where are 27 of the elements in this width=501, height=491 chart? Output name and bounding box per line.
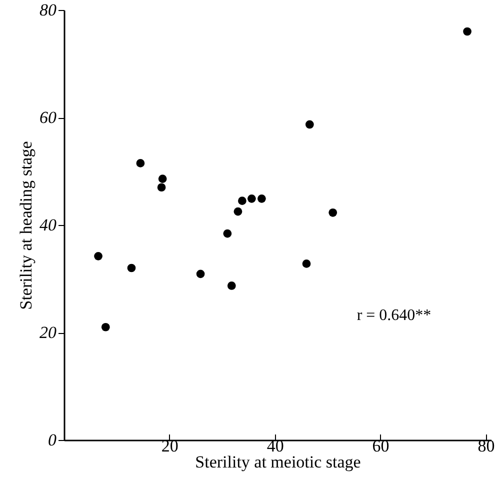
point <box>157 183 166 192</box>
x-tick-label: 40 <box>266 436 284 456</box>
annotation: r = 0.640** <box>356 307 432 324</box>
point <box>247 194 256 203</box>
point <box>94 252 102 260</box>
point <box>305 120 314 129</box>
point <box>234 207 242 216</box>
point <box>127 264 136 272</box>
point <box>158 174 167 183</box>
y-tick-label: 80 <box>40 0 57 20</box>
point <box>227 282 236 290</box>
y-tick-label: 20 <box>40 323 57 342</box>
y-tick-label: 60 <box>40 108 57 127</box>
point <box>302 260 311 268</box>
point <box>196 270 205 278</box>
point <box>223 229 232 238</box>
point <box>328 208 338 217</box>
y-tick-label: 40 <box>40 216 57 234</box>
point <box>463 27 472 36</box>
x-axis-title: Sterility at meiotic stage <box>195 452 361 472</box>
y-tick-label: 0 <box>48 430 57 450</box>
x-tick-label: 80 <box>478 436 495 456</box>
y-axis-title: Sterility at heading stage <box>16 141 36 310</box>
point <box>238 196 246 205</box>
point <box>258 194 266 203</box>
point <box>101 322 110 332</box>
point <box>136 159 145 168</box>
